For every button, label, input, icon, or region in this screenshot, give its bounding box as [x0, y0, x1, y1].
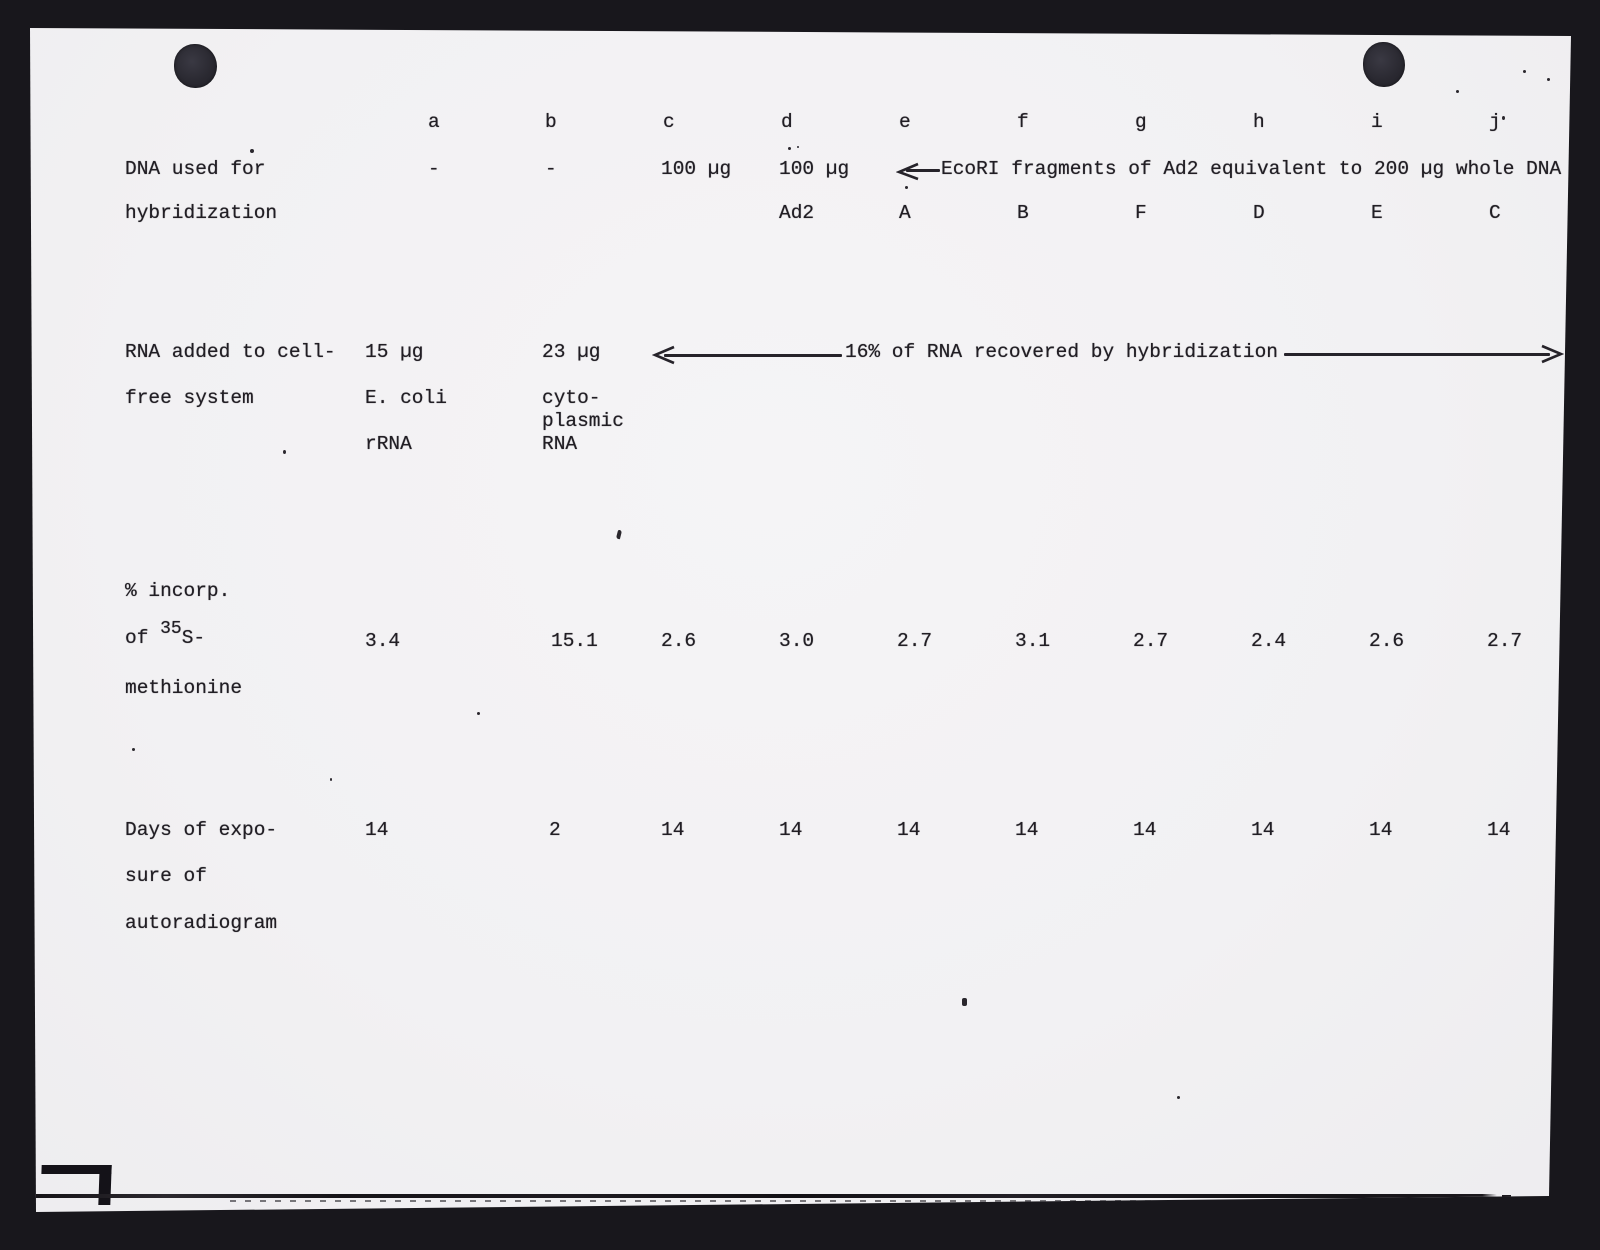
column-letter-e: e	[899, 111, 911, 133]
incorp-value-g: 2.7	[1133, 630, 1169, 652]
exposure-value-h: 14	[1251, 819, 1275, 841]
rna-value-b-amount: 23 µg	[542, 341, 601, 363]
incorp-value-j: 2.7	[1487, 630, 1523, 652]
row-label-incorp-line3: methionine	[125, 677, 243, 699]
incorp-value-e: 2.7	[897, 630, 933, 652]
scan-speck	[330, 778, 332, 781]
incorp-value-a: 3.4	[365, 630, 401, 652]
exposure-value-b: 2	[549, 819, 561, 841]
dna-value-c: 100 µg	[661, 158, 732, 180]
arrow-line	[664, 354, 842, 357]
column-letter-j: j	[1489, 111, 1501, 133]
scan-speck	[1547, 78, 1550, 81]
rna-value-a-type2: rRNA	[365, 433, 412, 455]
row-label-exposure-line2: sure of	[125, 865, 207, 887]
incorp-value-f: 3.1	[1015, 630, 1051, 652]
column-letter-f: f	[1017, 111, 1029, 133]
exposure-value-d: 14	[779, 819, 803, 841]
incorp-label-prefix: of	[125, 627, 161, 649]
scan-speck	[283, 450, 286, 454]
incorp-value-h: 2.4	[1251, 630, 1287, 652]
dna-value-b: -	[545, 158, 557, 180]
right-arrow-icon	[1541, 344, 1564, 364]
fragment-letter-i: E	[1371, 202, 1383, 224]
dna-value-d-line2: Ad2	[779, 202, 815, 224]
rna-arrow-note: 16% of RNA recovered by hybridization	[845, 341, 1278, 363]
rna-value-b-type1: cyto-	[542, 387, 601, 409]
row-label-rna-line2: free system	[125, 387, 254, 409]
column-letter-i: i	[1371, 111, 1383, 133]
fragment-letter-g: F	[1135, 202, 1147, 224]
column-letter-a: a	[428, 111, 440, 133]
column-letter-b: b	[545, 111, 557, 133]
row-label-incorp-line2: of 35S-	[125, 619, 206, 650]
exposure-value-a: 14	[365, 819, 389, 841]
isotope-superscript: 35	[160, 619, 182, 639]
arrow-line	[906, 169, 940, 172]
scan-speck	[1456, 90, 1459, 93]
scan-speck	[1502, 116, 1505, 120]
exposure-value-c: 14	[661, 819, 685, 841]
column-letter-g: g	[1135, 111, 1147, 133]
punch-hole-right	[1363, 42, 1405, 87]
scan-speck	[250, 149, 254, 153]
row-label-dna-line2: hybridization	[125, 202, 278, 224]
exposure-value-j: 14	[1487, 819, 1511, 841]
fragment-letter-e: A	[899, 202, 911, 224]
exposure-value-e: 14	[897, 819, 921, 841]
row-label-exposure-line3: autoradiogram	[125, 912, 278, 934]
exposure-value-i: 14	[1369, 819, 1393, 841]
row-label-rna-line1: RNA added to cell-	[125, 341, 336, 363]
column-letter-h: h	[1253, 111, 1265, 133]
left-arrow-icon	[652, 345, 675, 365]
scan-speck	[905, 186, 908, 189]
row-label-incorp-line1: % incorp.	[125, 580, 231, 602]
incorp-value-i: 2.6	[1369, 630, 1405, 652]
scan-speck	[962, 998, 967, 1006]
dna-value-a: -	[428, 158, 440, 180]
incorp-label-suffix: S-	[181, 627, 206, 649]
left-arrow-icon	[896, 162, 919, 181]
scan-speck	[132, 748, 135, 751]
scan-smudge-dots	[230, 1200, 1492, 1202]
arrow-line	[1284, 353, 1550, 356]
scan-corner-mark	[40, 1165, 112, 1205]
exposure-value-g: 14	[1133, 819, 1157, 841]
row-label-dna-line1: DNA used for	[125, 158, 266, 180]
incorp-value-b: 15.1	[551, 630, 598, 652]
fragment-letter-j: C	[1489, 202, 1501, 224]
dna-arrow-note: EcoRI fragments of Ad2 equivalent to 200…	[941, 158, 1562, 180]
column-letter-c: c	[663, 111, 675, 133]
dna-value-d: 100 µg	[779, 158, 850, 180]
rna-value-a-type1: E. coli	[365, 387, 447, 409]
row-label-exposure-line1: Days of expo-	[125, 819, 278, 841]
scan-speck	[797, 146, 799, 148]
fragment-letter-f: B	[1017, 202, 1029, 224]
exposure-value-f: 14	[1015, 819, 1039, 841]
scan-speck	[1523, 70, 1526, 73]
scan-speck	[1177, 1096, 1180, 1099]
scan-speck	[477, 712, 480, 715]
punch-hole-left	[174, 44, 217, 88]
scan-speck	[615, 529, 623, 540]
incorp-value-c: 2.6	[661, 630, 697, 652]
scan-smudge-tail	[1502, 1195, 1511, 1198]
rna-value-b-type3: RNA	[542, 433, 578, 455]
incorp-value-d: 3.0	[779, 630, 815, 652]
scan-speck	[788, 147, 791, 150]
rna-value-a-amount: 15 µg	[365, 341, 424, 363]
scan-smudge-bottom	[33, 1194, 1497, 1198]
fragment-letter-h: D	[1253, 202, 1265, 224]
rna-value-b-type2: plasmic	[542, 410, 624, 432]
column-letter-d: d	[781, 111, 793, 133]
